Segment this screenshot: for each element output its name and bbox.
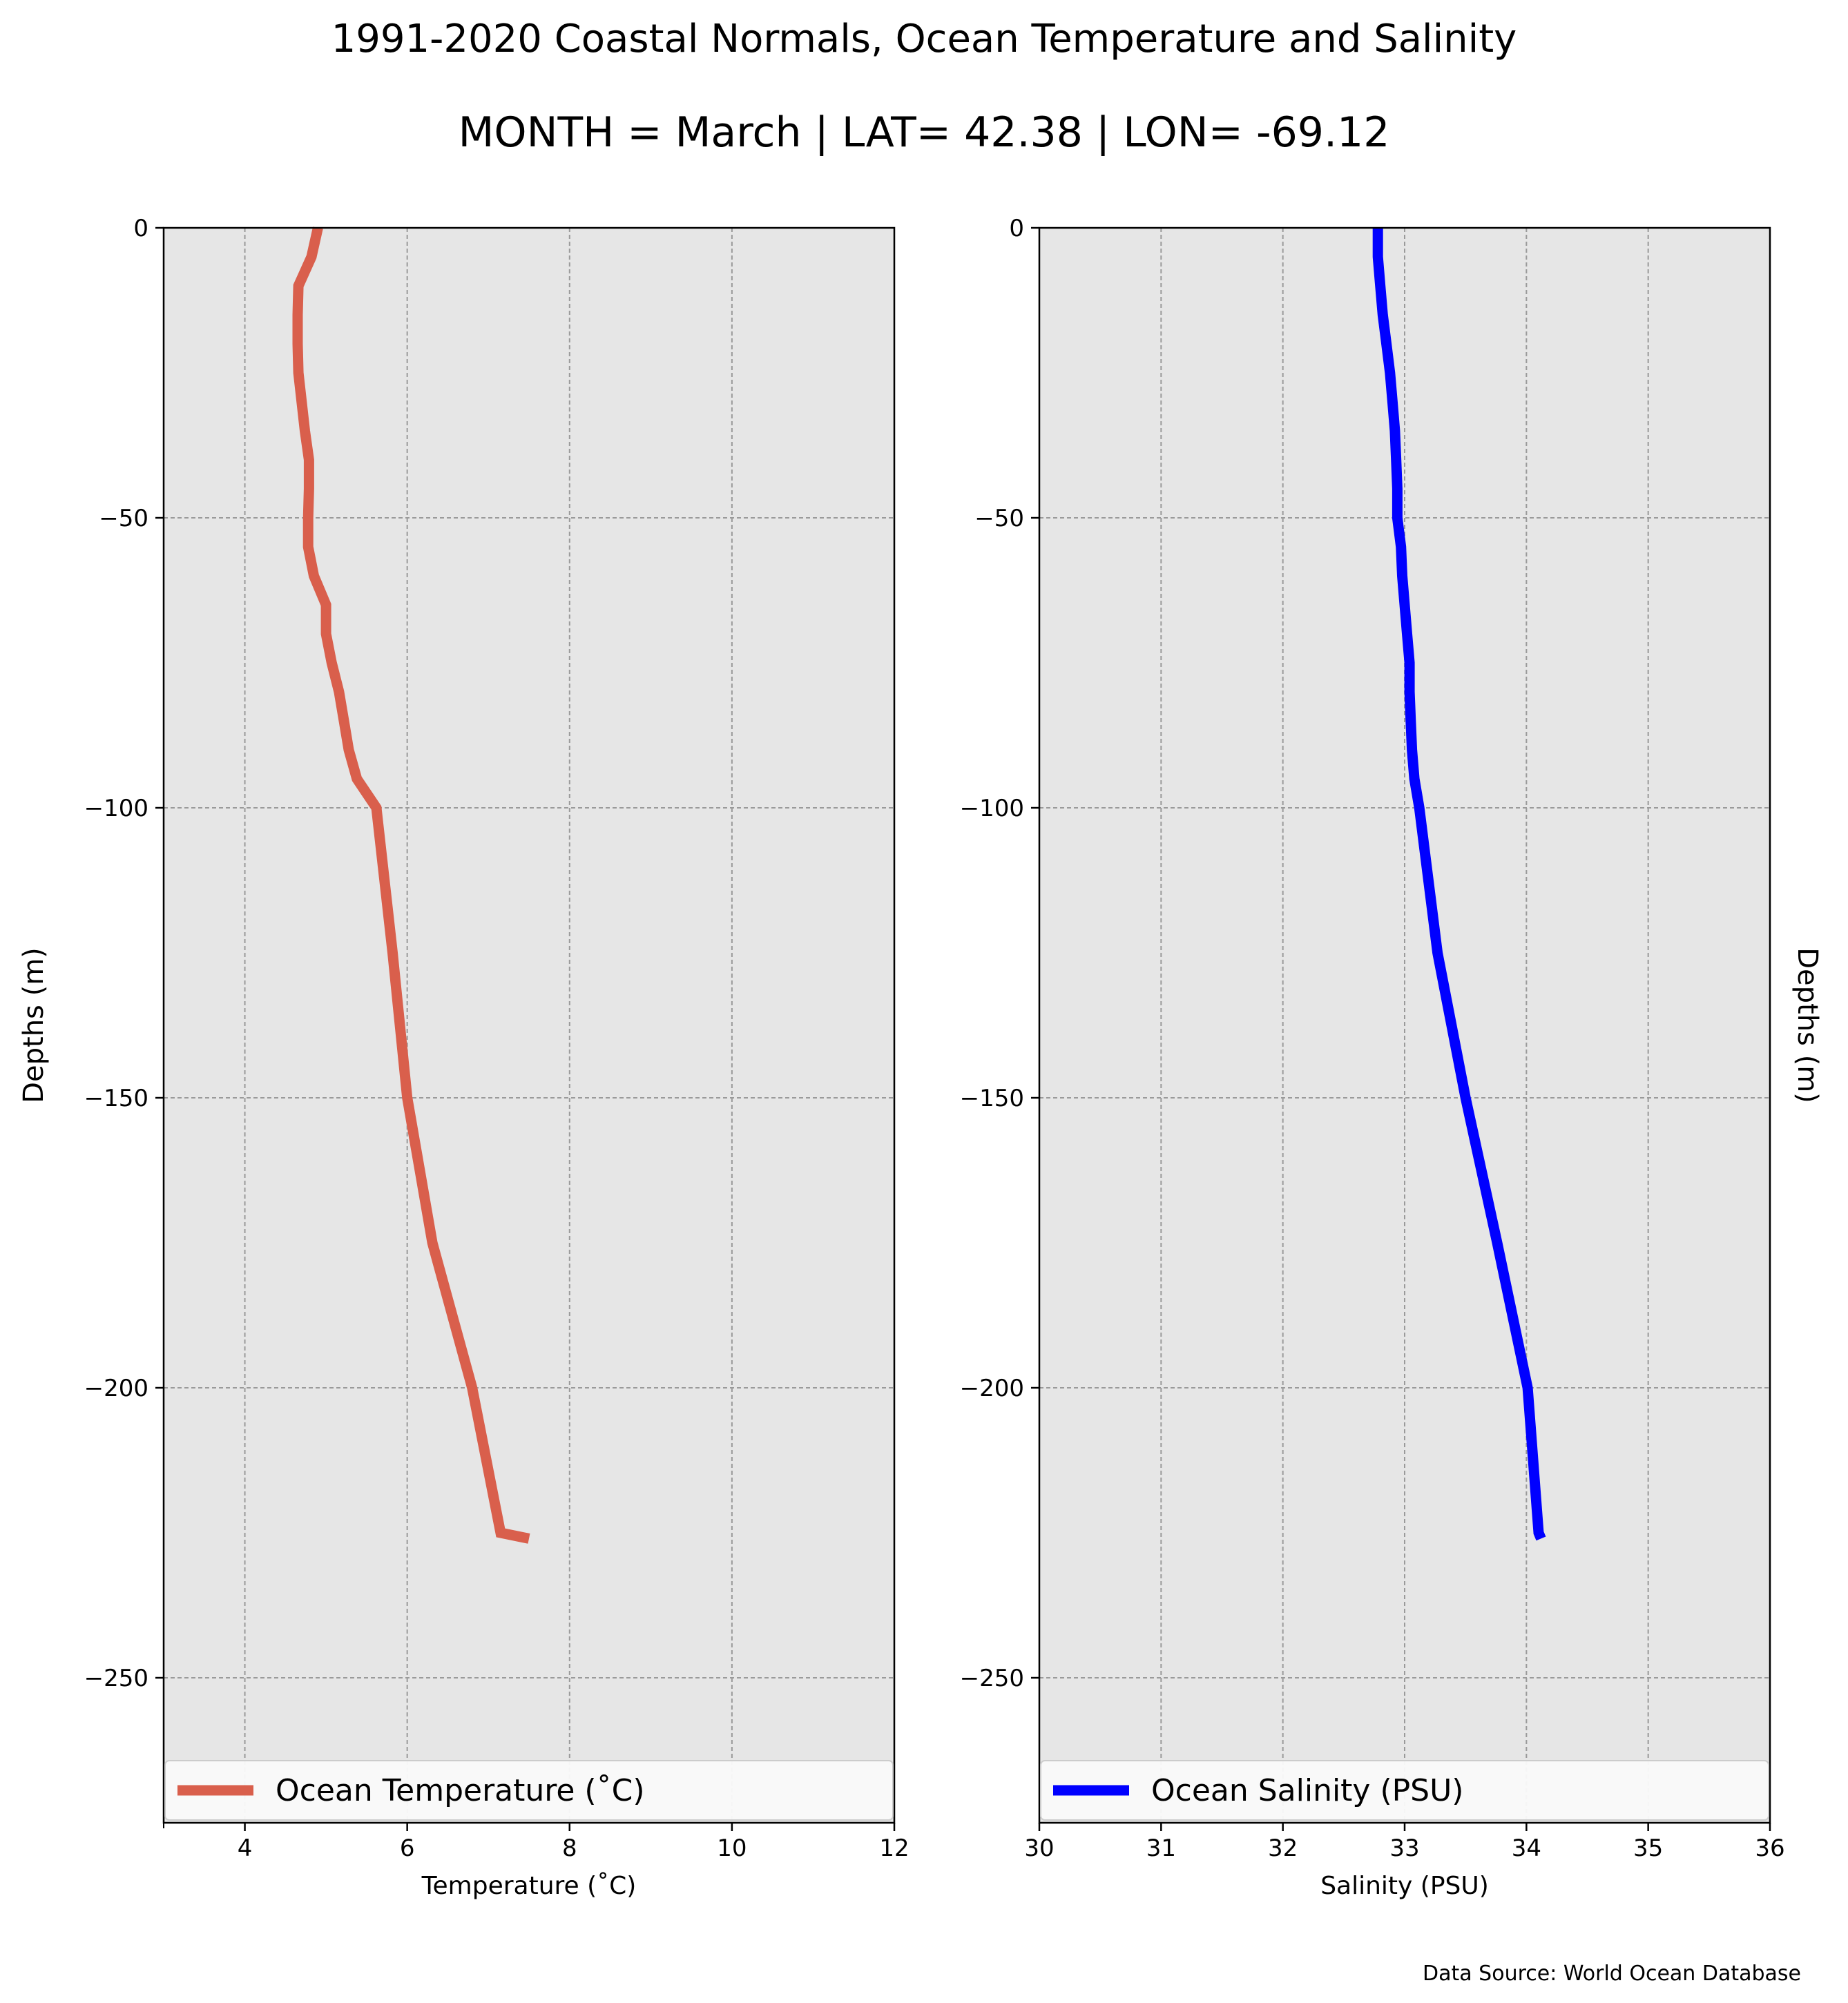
salinity-chart: 30 31 32 33 34 35 36 0 −50 −100 −150 −200 −250 Salini… — [960, 215, 1823, 1900]
y-axis-label: Depths (m) — [1791, 947, 1823, 1103]
y-tick-label: −100 — [84, 795, 148, 822]
temperature-chart: 4 6 8 10 12 0 −50 −100 −150 −200 −250 Temperature (… — [18, 215, 909, 1900]
legend-entry: Ocean Temperature (˚C) — [276, 1773, 645, 1808]
x-tick-label: 4 — [238, 1835, 253, 1862]
legend-box — [164, 1760, 894, 1821]
y-tick-label: −100 — [960, 795, 1024, 822]
x-tick-label: 12 — [879, 1835, 909, 1862]
y-tick-label: −250 — [960, 1665, 1024, 1692]
y-axis-label: Depths (m) — [18, 947, 50, 1103]
x-axis-label: Temperature (˚C) — [421, 1872, 637, 1900]
x-tick-label: 8 — [562, 1835, 577, 1862]
y-tick-label: −150 — [84, 1085, 148, 1112]
y-tick-label: 0 — [133, 215, 148, 242]
series-line — [1372, 228, 1546, 1541]
figure-title: 1991-2020 Coastal Normals, Ocean Tempera… — [331, 17, 1517, 61]
x-tick-label: 32 — [1268, 1835, 1298, 1862]
x-tick-label: 10 — [717, 1835, 747, 1862]
y-tick-label: −50 — [99, 505, 148, 532]
y-tick-label: −250 — [84, 1665, 148, 1692]
y-tick-label: −150 — [960, 1085, 1024, 1112]
y-tick-label: −200 — [84, 1375, 148, 1402]
legend-entry: Ocean Salinity (PSU) — [1151, 1773, 1463, 1808]
y-tick-label: −50 — [974, 505, 1024, 532]
axes-frame — [162, 226, 896, 1824]
legend-box — [1040, 1760, 1769, 1821]
figure-subtitle: MONTH = March | LAT= 42.38 | LON= -69.12 — [459, 108, 1390, 157]
x-tick-label: 34 — [1512, 1835, 1541, 1862]
series-line — [292, 226, 530, 1544]
x-tick-label: 6 — [400, 1835, 415, 1862]
x-tick-label: 35 — [1633, 1835, 1663, 1862]
x-axis-label: Salinity (PSU) — [1320, 1872, 1489, 1900]
data-source-note: Data Source: World Ocean Database — [1423, 1962, 1801, 1986]
x-tick-label: 30 — [1024, 1835, 1054, 1862]
y-tick-label: −200 — [960, 1375, 1024, 1402]
x-tick-label: 36 — [1755, 1835, 1784, 1862]
x-tick-label: 33 — [1389, 1835, 1419, 1862]
plot-background — [164, 228, 894, 1823]
x-tick-label: 31 — [1146, 1835, 1176, 1862]
y-tick-label: 0 — [1009, 215, 1024, 242]
